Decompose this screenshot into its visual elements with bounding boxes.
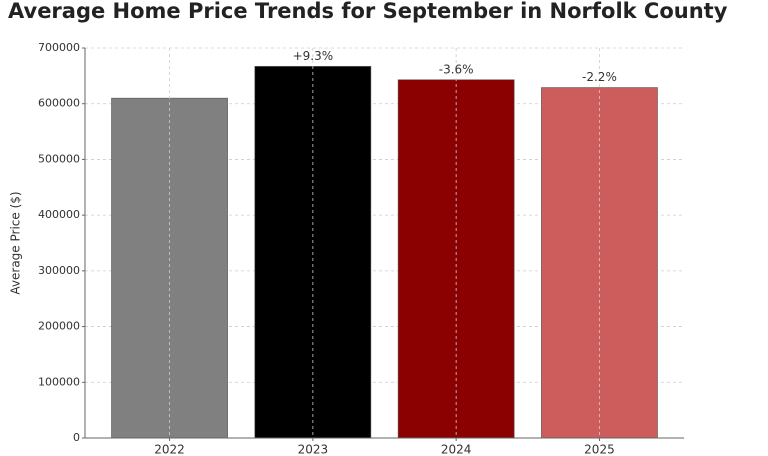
y-tick-label: 100000 (38, 375, 80, 388)
x-tick-label: 2023 (298, 443, 329, 456)
x-tick-label: 2022 (154, 443, 185, 456)
chart-title: Average Home Price Trends for September … (8, 0, 728, 23)
bar (111, 97, 228, 439)
x-tick-label: 2025 (584, 443, 615, 456)
y-tick-label: 600000 (38, 97, 80, 110)
annotation: -3.6% (439, 62, 474, 76)
y-tick-label: 0 (73, 431, 80, 444)
y-tick-label: 300000 (38, 264, 80, 277)
y-tick-label: 700000 (38, 41, 80, 54)
annotation: -2.2% (582, 70, 617, 84)
y-tick-label: 400000 (38, 208, 80, 221)
y-axis-label: Average Price ($) (9, 191, 23, 294)
annotation: +9.3% (293, 49, 334, 63)
y-tick-label: 500000 (38, 152, 80, 165)
x-tick-label: 2024 (441, 443, 472, 456)
y-tick-label: 200000 (38, 320, 80, 333)
